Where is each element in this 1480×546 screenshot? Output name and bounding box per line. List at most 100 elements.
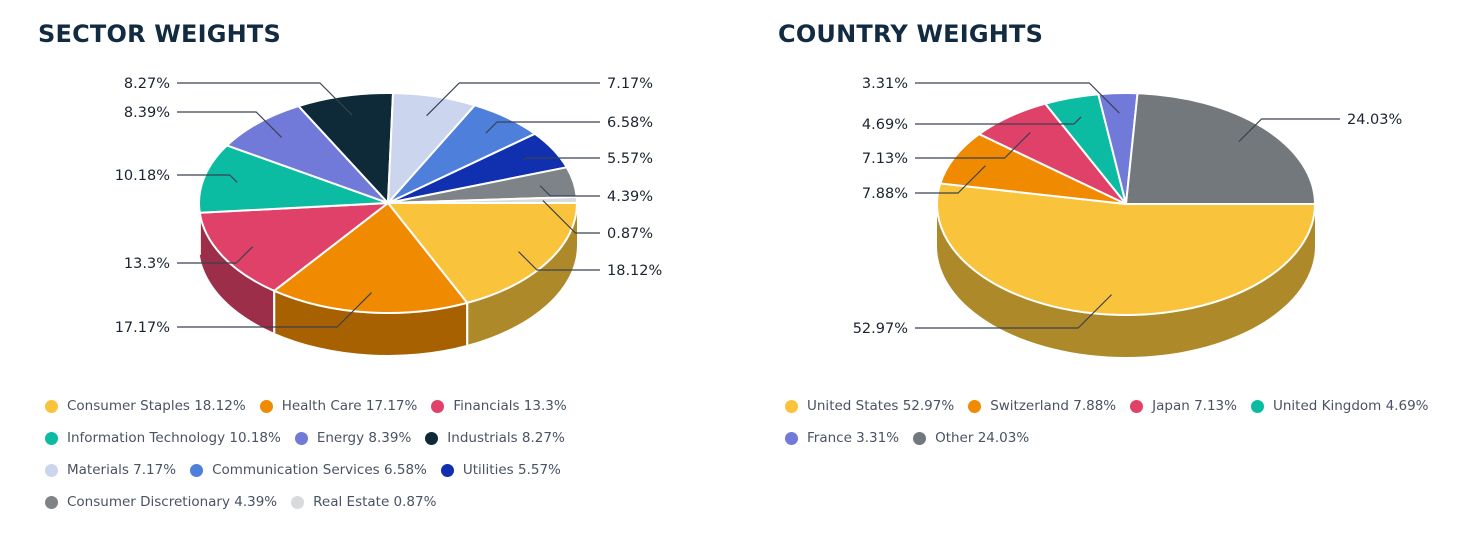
legend-label: Energy 8.39% bbox=[316, 430, 412, 446]
legend-item-japan[interactable]: Japan 7.13% bbox=[1130, 398, 1237, 414]
callout-label-communication-services: 6.58% bbox=[607, 115, 653, 131]
legend-item-materials[interactable]: Materials 7.17% bbox=[45, 462, 176, 478]
callout-label-france: 3.31% bbox=[862, 76, 908, 92]
callout-line-materials bbox=[426, 82, 600, 117]
pie-slice-side-united-states bbox=[937, 204, 1315, 357]
pie-slice-switzerland[interactable] bbox=[939, 133, 1127, 205]
legend-marker-information-technology bbox=[45, 431, 58, 445]
pie-slice-health-care[interactable] bbox=[273, 202, 469, 314]
legend-row: Information Technology 10.18% Energy 8.39… bbox=[45, 422, 705, 454]
pie-slice-real-estate[interactable] bbox=[387, 195, 578, 204]
legend-row: Consumer Discretionary 4.39% Real Estate … bbox=[45, 486, 705, 518]
callout-line-health-care bbox=[177, 292, 372, 328]
legend-marker-utilities bbox=[440, 463, 454, 477]
callout-line-switzerland bbox=[915, 165, 986, 194]
callout-label-information-technology: 10.18% bbox=[115, 168, 170, 184]
legend-item-other[interactable]: Other 24.03% bbox=[913, 430, 1029, 446]
legend-label: Real Estate 0.87% bbox=[313, 494, 437, 510]
callout-label-other: 24.03% bbox=[1347, 112, 1402, 128]
legend-item-utilities[interactable]: Utilities 5.57% bbox=[440, 462, 561, 478]
callout-label-financials: 13.3% bbox=[124, 256, 170, 272]
legend-item-consumer-discretionary[interactable]: Consumer Discretionary 4.39% bbox=[45, 494, 277, 510]
pie-slice-energy[interactable] bbox=[225, 105, 389, 204]
callout-label-materials: 7.17% bbox=[607, 76, 653, 92]
legend-marker-consumer-discretionary bbox=[45, 495, 58, 509]
country-pie-chart: 3.31% 4.69% 7.13% 7.88% 52.97% 24.03% bbox=[853, 76, 1402, 357]
pie-slice-financials[interactable] bbox=[198, 202, 389, 292]
legend-marker-united-kingdom bbox=[1250, 399, 1264, 413]
legend-item-consumer-staples[interactable]: Consumer Staples 18.12% bbox=[45, 398, 246, 414]
callout-label-real-estate: 0.87% bbox=[607, 226, 653, 242]
legend-item-communication-services[interactable]: Communication Services 6.58% bbox=[190, 462, 427, 478]
pie-slice-industrials[interactable] bbox=[297, 92, 395, 204]
legend-marker-communication-services bbox=[190, 463, 204, 477]
pie-slice-other[interactable] bbox=[1125, 92, 1316, 205]
pie-slice-united-states[interactable] bbox=[936, 182, 1316, 317]
callout-label-health-care: 17.17% bbox=[115, 320, 170, 336]
pie-side-walls bbox=[937, 204, 1315, 357]
legend-marker-industrials bbox=[425, 431, 439, 445]
pie-top-surface bbox=[198, 92, 578, 314]
pie-slice-information-technology[interactable] bbox=[198, 144, 389, 214]
legend-label: France 3.31% bbox=[807, 430, 900, 446]
legend-label: Communication Services 6.58% bbox=[212, 462, 427, 478]
callout-label-japan: 7.13% bbox=[862, 151, 908, 167]
legend-label: Consumer Discretionary 4.39% bbox=[67, 494, 278, 510]
legend-item-information-technology[interactable]: Information Technology 10.18% bbox=[45, 430, 281, 446]
legend-marker-real-estate bbox=[291, 495, 305, 509]
callout-line-industrials bbox=[177, 82, 353, 116]
sector-weights-title: SECTOR WEIGHTS bbox=[38, 20, 281, 48]
callout-label-utilities: 5.57% bbox=[607, 151, 653, 167]
legend-label: Financials 13.3% bbox=[453, 398, 567, 414]
legend-row: Materials 7.17% Communication Services 6.… bbox=[45, 454, 705, 486]
sector-pie-chart: 8.27% 8.39% 10.18% 13.3% 17.17% 7.17% 6.58% 5.5… bbox=[115, 76, 662, 355]
callout-line-communication-services bbox=[485, 121, 600, 134]
legend-marker-other bbox=[913, 431, 927, 445]
callout-line-france bbox=[915, 82, 1120, 114]
callout-line-information-technology bbox=[177, 174, 238, 183]
callout-line-financials bbox=[177, 246, 253, 264]
legend-label: Health Care 17.17% bbox=[281, 398, 418, 414]
legend-row: France 3.31% Other 24.03% bbox=[785, 422, 1475, 454]
legend-marker-financials bbox=[431, 399, 445, 413]
pie-slice-consumer-staples[interactable] bbox=[387, 202, 578, 304]
callout-line-japan bbox=[915, 131, 1031, 159]
legend-item-united-kingdom[interactable]: United Kingdom 4.69% bbox=[1250, 398, 1429, 414]
callout-label-consumer-staples: 18.12% bbox=[607, 263, 662, 279]
legend-item-real-estate[interactable]: Real Estate 0.87% bbox=[291, 494, 436, 510]
legend-item-health-care[interactable]: Health Care 17.17% bbox=[259, 398, 418, 414]
legend-label: Japan 7.13% bbox=[1152, 398, 1237, 414]
legend-marker-switzerland bbox=[968, 399, 982, 413]
callout-label-united-kingdom: 4.69% bbox=[862, 117, 908, 133]
legend-marker-consumer-staples bbox=[45, 399, 58, 413]
callout-label-energy: 8.39% bbox=[124, 105, 170, 121]
legend-item-energy[interactable]: Energy 8.39% bbox=[294, 430, 412, 446]
legend-marker-france bbox=[785, 431, 798, 445]
pie-top-surface bbox=[936, 92, 1316, 317]
callout-label-industrials: 8.27% bbox=[124, 76, 170, 92]
legend-label: Other 24.03% bbox=[935, 430, 1030, 446]
legend-label: United States 52.97% bbox=[807, 398, 955, 414]
legend-item-united-states[interactable]: United States 52.97% bbox=[785, 398, 954, 414]
legend-item-industrials[interactable]: Industrials 8.27% bbox=[425, 430, 565, 446]
callout-line-united-kingdom bbox=[915, 116, 1082, 125]
legend-marker-united-states bbox=[785, 399, 798, 413]
callout-line-utilities bbox=[523, 157, 600, 160]
callout-line-real-estate bbox=[542, 200, 600, 234]
legend-marker-energy bbox=[294, 431, 308, 445]
legend-item-financials[interactable]: Financials 13.3% bbox=[431, 398, 567, 414]
legend-label: United Kingdom 4.69% bbox=[1272, 398, 1429, 414]
pie-slice-side-consumer-staples bbox=[467, 203, 577, 345]
callout-line-energy bbox=[177, 111, 283, 138]
legend-marker-health-care bbox=[259, 399, 273, 413]
legend-marker-japan bbox=[1130, 399, 1144, 413]
legend-item-france[interactable]: France 3.31% bbox=[785, 430, 899, 446]
legend-label: Materials 7.17% bbox=[67, 462, 177, 478]
callout-line-consumer-staples bbox=[518, 251, 600, 271]
legend-item-switzerland[interactable]: Switzerland 7.88% bbox=[968, 398, 1116, 414]
legend-label: Consumer Staples 18.12% bbox=[67, 398, 246, 414]
legend-row: Consumer Staples 18.12% Health Care 17.17… bbox=[45, 390, 705, 422]
callout-label-switzerland: 7.88% bbox=[862, 186, 908, 202]
legend-label: Switzerland 7.88% bbox=[990, 398, 1117, 414]
country-legend: United States 52.97% Switzerland 7.88% Jap… bbox=[785, 390, 1475, 454]
